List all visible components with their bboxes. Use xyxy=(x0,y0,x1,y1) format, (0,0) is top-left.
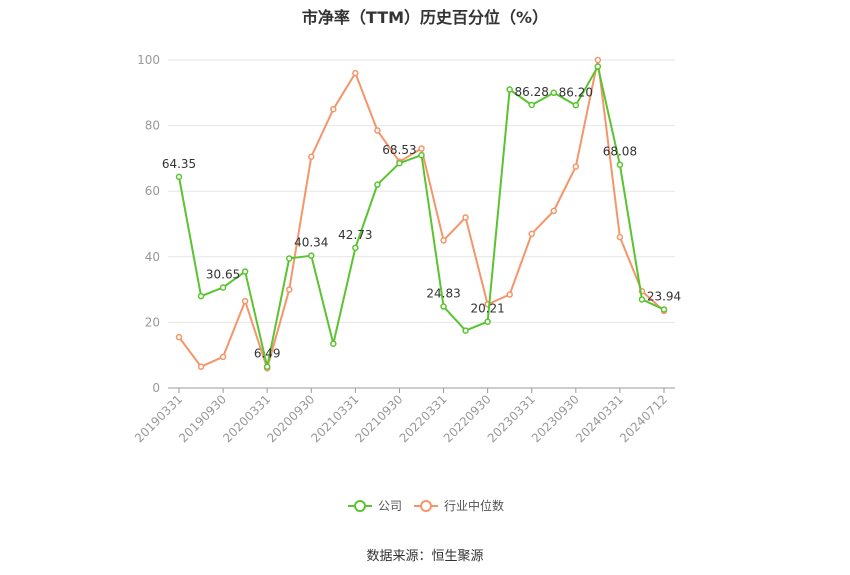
data-label: 64.35 xyxy=(162,157,196,171)
data-point xyxy=(660,306,668,313)
data-point xyxy=(352,244,359,252)
data-label: 23.94 xyxy=(647,289,681,303)
data-point xyxy=(418,145,425,152)
series-company xyxy=(175,63,668,370)
legend-marker xyxy=(420,500,432,512)
data-label: 40.34 xyxy=(294,236,328,250)
data-point xyxy=(550,89,558,97)
data-point xyxy=(285,286,293,293)
chart-title: 市净率（TTM）历史百分位（%） xyxy=(301,8,549,27)
data-point xyxy=(352,69,359,77)
data-label: 86.28 xyxy=(515,85,549,99)
data-label: 86.20 xyxy=(559,85,593,99)
data-point xyxy=(638,296,646,303)
data-point xyxy=(616,161,624,168)
y-tick-label: 80 xyxy=(145,119,160,133)
y-tick-label: 20 xyxy=(145,315,160,329)
data-point xyxy=(330,105,337,113)
data-point xyxy=(594,63,602,70)
data-label: 68.08 xyxy=(603,145,637,159)
data-point xyxy=(462,327,469,334)
y-axis: 0 20 40 60 80 100 xyxy=(137,53,160,395)
data-point xyxy=(594,56,602,64)
data-point xyxy=(462,214,469,221)
x-tick-label: 20240712 xyxy=(617,392,670,445)
data-point xyxy=(374,127,381,134)
source-note: 数据来源：恒生聚源 xyxy=(366,549,484,564)
data-label: 68.53 xyxy=(382,143,416,157)
data-point xyxy=(396,159,403,167)
data-point xyxy=(440,237,447,244)
data-point xyxy=(197,292,205,300)
data-point xyxy=(285,255,293,262)
data-point xyxy=(219,353,227,361)
series-industry-median xyxy=(175,56,668,372)
data-point xyxy=(418,151,425,159)
legend-item-industry-median: 行业中位数 xyxy=(414,498,504,513)
data-point xyxy=(572,102,580,109)
legend-marker xyxy=(354,500,366,512)
data-point xyxy=(308,153,315,161)
data-point xyxy=(506,86,513,93)
data-labels: 64.35 30.65 6.49 40.34 42.73 68.53 24.83 20.21 8… xyxy=(162,85,681,361)
data-point xyxy=(550,207,558,215)
data-point xyxy=(175,333,183,341)
data-label: 42.73 xyxy=(338,228,372,242)
data-point xyxy=(506,291,513,298)
legend: 公司 行业中位数 xyxy=(348,498,504,513)
data-point xyxy=(241,268,249,275)
data-point xyxy=(175,173,183,181)
legend-label: 公司 xyxy=(378,499,402,513)
x-axis: 2019033120190930202003312020093020210331… xyxy=(132,387,675,445)
data-label: 24.83 xyxy=(426,287,460,301)
y-tick-label: 100 xyxy=(137,53,160,67)
y-tick-label: 60 xyxy=(145,184,160,198)
data-point xyxy=(219,284,227,291)
data-label: 30.65 xyxy=(206,267,240,281)
data-point xyxy=(241,297,249,305)
data-point xyxy=(197,363,205,370)
legend-label: 行业中位数 xyxy=(444,498,504,513)
data-point xyxy=(263,363,271,370)
data-point xyxy=(440,303,447,310)
data-label: 20.21 xyxy=(470,302,504,316)
y-tick-label: 0 xyxy=(152,381,160,395)
data-point xyxy=(528,101,535,109)
data-point xyxy=(374,181,381,188)
legend-item-company: 公司 xyxy=(348,499,402,513)
data-point xyxy=(528,230,535,238)
data-point xyxy=(572,163,580,170)
data-label: 6.49 xyxy=(254,347,281,361)
data-point xyxy=(308,252,315,259)
grid-lines xyxy=(168,59,675,323)
y-tick-label: 40 xyxy=(145,250,160,264)
data-point xyxy=(484,318,491,325)
series-layer xyxy=(175,56,668,372)
data-point xyxy=(616,233,624,241)
data-point xyxy=(330,340,337,347)
